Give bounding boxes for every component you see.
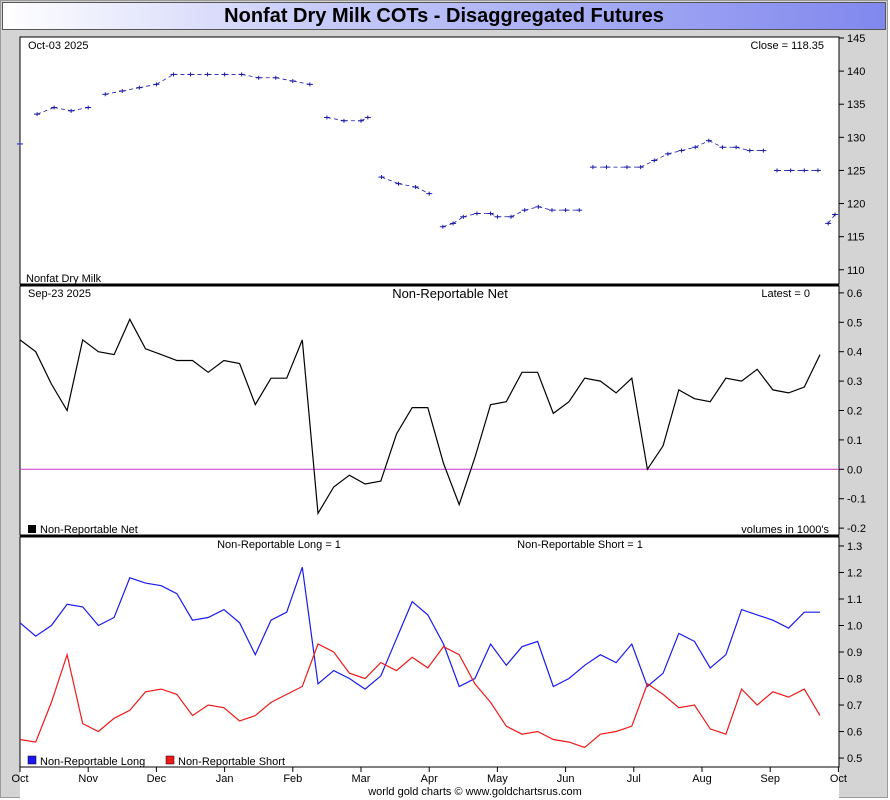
price-segment (71, 107, 89, 112)
net-date-label: Sep-23 2025 (28, 288, 91, 300)
net-ytick-label: 0.6 (847, 288, 862, 300)
price-ytick-label: 145 (847, 33, 865, 45)
price-ytick-label: 110 (847, 265, 865, 277)
x-tick-label: Nov (78, 773, 98, 785)
net-ytick-label: -0.2 (847, 523, 866, 535)
credit-text: world gold charts © www.goldchartsrus.co… (367, 786, 582, 798)
short-series-line (19, 643, 821, 749)
net-ytick-label: 0.2 (847, 406, 862, 418)
short-title: Non-Reportable Short = 1 (517, 539, 643, 551)
price-segment (54, 107, 72, 112)
price-series-label: Nonfat Dry Milk (26, 273, 102, 285)
x-tick-label: Sep (760, 773, 780, 785)
price-segment (415, 186, 430, 194)
price-segment (695, 140, 709, 148)
price-ytick-label: 115 (847, 232, 865, 244)
price-segment (381, 176, 399, 185)
price-segment (122, 87, 140, 92)
legend-swatch-long (27, 755, 37, 765)
x-tick-label: Aug (692, 773, 712, 785)
price-segment (139, 83, 157, 89)
price-ytick-label: 125 (847, 165, 865, 177)
legend-swatch-net (28, 525, 36, 533)
x-tick-label: May (487, 773, 508, 785)
price-segment (360, 117, 368, 122)
x-tick-label: Mar (352, 773, 371, 785)
legend-short: Non-Reportable Short (178, 756, 285, 768)
ls-ytick-label: 0.8 (847, 674, 862, 686)
x-tick-label: Apr (421, 773, 438, 785)
price-ytick-label: 130 (847, 132, 865, 144)
net-series-line (19, 317, 821, 516)
price-date-label: Oct-03 2025 (28, 40, 89, 52)
net-ytick-label: 0.0 (847, 464, 862, 476)
price-ytick-label: 120 (847, 199, 865, 211)
price-segment (326, 117, 345, 122)
ls-ytick-label: 0.7 (847, 700, 862, 712)
long-title: Non-Reportable Long = 1 (217, 539, 341, 551)
x-tick-label: Oct (11, 773, 28, 785)
price-segment (510, 209, 525, 218)
price-segment (827, 214, 836, 224)
price-close-label: Close = 118.35 (751, 40, 825, 52)
price-segment (524, 206, 539, 211)
price-segment (452, 216, 464, 224)
ls-ytick-label: 1.0 (847, 620, 862, 632)
chart-marks: 145 140 135 130 125 120 115 110 0.6 0.5 0.4 0.3 0.2 0… (11, 33, 866, 785)
x-tick-label: Feb (283, 773, 302, 785)
net-ytick-label: 0.5 (847, 317, 862, 329)
ls-ytick-label: 0.5 (847, 753, 862, 765)
net-ytick-label: 0.1 (847, 435, 862, 447)
price-segment (105, 90, 123, 95)
price-ytick-label: 135 (847, 99, 865, 111)
price-segment (241, 74, 259, 79)
price-segment (398, 183, 416, 188)
price-segment (736, 146, 750, 151)
legend-long: Non-Reportable Long (40, 756, 145, 768)
price-ytick-label: 140 (847, 66, 865, 78)
net-panel-title: Non-Reportable Net (392, 286, 508, 301)
net-ytick-label: 0.3 (847, 376, 862, 388)
net-latest-label: Latest = 0 (761, 288, 810, 300)
x-tick-label: Jan (216, 773, 234, 785)
ls-ytick-label: 1.2 (847, 567, 862, 579)
x-tick-label: Jun (557, 773, 575, 785)
price-segment (538, 206, 553, 211)
price-segment (667, 150, 682, 155)
price-segment (654, 153, 669, 161)
price-segment (156, 74, 174, 85)
volumes-note: volumes in 1000's (741, 524, 829, 536)
chart-title-bar: Nonfat Dry Milk COTs - Disaggregated Fut… (2, 2, 886, 30)
x-tick-label: Dec (147, 773, 167, 785)
price-segment (463, 213, 478, 218)
price-segment (640, 160, 655, 168)
chart-title: Nonfat Dry Milk COTs - Disaggregated Fut… (224, 5, 664, 27)
ls-ytick-label: 1.1 (847, 594, 862, 606)
legend-net: Non-Reportable Net (40, 524, 138, 536)
price-segment (36, 107, 55, 115)
net-ytick-label: 0.4 (847, 347, 862, 359)
x-tick-label: Jul (627, 773, 641, 785)
ls-ytick-label: 0.6 (847, 727, 862, 739)
plot-area (20, 37, 839, 799)
price-segment (708, 140, 723, 148)
ls-ytick-label: 1.3 (847, 541, 862, 553)
price-segment (442, 223, 454, 228)
x-tick-label: Oct (830, 773, 847, 785)
ls-ytick-label: 0.9 (847, 647, 862, 659)
price-segment (681, 146, 696, 151)
price-segment (292, 80, 310, 85)
price-segment (275, 77, 293, 82)
legend-swatch-short (165, 755, 175, 765)
net-ytick-label: -0.1 (847, 494, 866, 506)
price-segment (490, 213, 498, 218)
long-series-line (19, 567, 820, 690)
